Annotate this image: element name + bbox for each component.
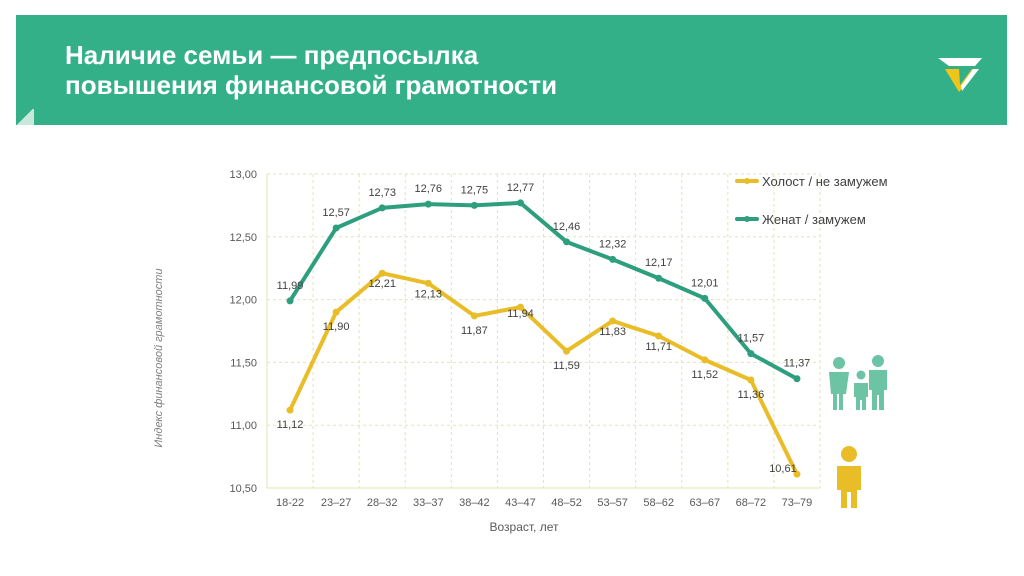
checkmark-logo-icon — [938, 58, 982, 92]
slide-title: Наличие семьи — предпосылка повышения фи… — [65, 40, 557, 100]
data-label-married: 11,57 — [738, 333, 765, 345]
data-point — [286, 297, 294, 305]
data-label-single: 11,71 — [645, 341, 672, 353]
data-point — [470, 312, 478, 320]
data-label-single: 11,12 — [277, 419, 304, 431]
x-tick-label: 58–62 — [643, 497, 674, 509]
data-point — [332, 308, 340, 316]
data-point — [378, 204, 386, 212]
data-label-single: 11,90 — [323, 321, 350, 333]
y-tick-label: 10,50 — [229, 483, 257, 495]
data-point — [424, 279, 432, 287]
data-point — [793, 470, 801, 478]
x-tick-label: 63–67 — [689, 497, 720, 509]
data-point — [516, 199, 524, 207]
data-point — [332, 224, 340, 232]
data-point — [701, 294, 709, 302]
data-point — [701, 356, 709, 364]
y-tick-label: 12,50 — [229, 232, 257, 244]
x-tick-label: 28–32 — [367, 497, 398, 509]
x-tick-label: 33–37 — [413, 497, 444, 509]
y-tick-label: 11,00 — [230, 420, 257, 432]
data-point — [655, 332, 663, 340]
data-point — [470, 201, 478, 209]
banner-fold — [16, 109, 34, 125]
data-label-married: 12,17 — [645, 257, 673, 269]
x-tick-label: 43–47 — [505, 497, 536, 509]
data-point — [424, 200, 432, 208]
data-label-married: 11,99 — [277, 280, 304, 292]
data-point — [563, 347, 571, 355]
single-person-icon — [837, 446, 861, 508]
legend-marker — [744, 216, 750, 222]
data-label-married: 12,73 — [368, 187, 396, 199]
data-point — [378, 269, 386, 277]
data-label-single: 11,52 — [691, 369, 718, 381]
legend-marker — [744, 178, 750, 184]
data-point — [609, 255, 617, 263]
y-tick-label: 13,00 — [229, 169, 257, 181]
slide-title-line-2: повышения финансовой грамотности — [65, 70, 558, 100]
data-label-single: 11,94 — [507, 308, 534, 320]
y-axis-label: Индекс финансовой грамотности — [153, 268, 165, 447]
x-axis-ticks: 18-22 23–27 28–32 33–37 38–42 43–47 48–52 53–57… — [276, 497, 812, 509]
x-tick-label: 73–79 — [782, 497, 813, 509]
data-label-married: 12,77 — [507, 182, 535, 194]
x-tick-label: 48–52 — [551, 497, 582, 509]
data-label-single: 11,87 — [461, 325, 488, 337]
slide-title-line-1: Наличие семьи — предпосылка — [65, 40, 479, 70]
data-label-single: 12,21 — [368, 278, 396, 290]
y-axis-ticks: 10,50 11,00 11,50 12,00 12,50 13,00 — [229, 169, 257, 495]
data-label-single: 11,36 — [738, 389, 765, 401]
data-point — [655, 274, 663, 282]
data-labels: 11,99 12,57 12,73 12,76 12,75 12,77 12,46 12,32… — [277, 182, 811, 475]
series-line — [288, 271, 799, 477]
data-label-married: 11,37 — [784, 358, 811, 370]
data-label-married: 12,01 — [691, 277, 719, 289]
data-label-single: 10,61 — [769, 463, 797, 475]
data-label-married: 12,76 — [415, 183, 443, 195]
series-line — [288, 200, 799, 381]
data-point — [747, 376, 755, 384]
y-tick-label: 12,00 — [229, 295, 257, 307]
data-point — [286, 406, 294, 414]
x-tick-label: 53–57 — [597, 497, 628, 509]
data-label-single: 12,13 — [415, 288, 443, 300]
data-label-married: 12,57 — [322, 207, 350, 219]
x-tick-label: 18-22 — [276, 497, 304, 509]
legend-label: Женат / замужем — [762, 212, 866, 227]
x-tick-label: 38–42 — [459, 497, 490, 509]
x-tick-label: 23–27 — [321, 497, 352, 509]
data-label-single: 11,83 — [599, 326, 626, 338]
data-point — [793, 375, 801, 383]
chart-legend: Холост / не замужем Женат / замужем — [735, 174, 888, 227]
title-banner — [16, 15, 1007, 125]
data-point — [563, 238, 571, 246]
family-icon — [829, 355, 887, 410]
x-tick-label: 68–72 — [736, 497, 767, 509]
x-axis-label: Возраст, лет — [490, 520, 560, 534]
data-point — [516, 303, 524, 311]
chart-series — [286, 199, 801, 478]
legend-label: Холост / не замужем — [762, 174, 888, 189]
data-label-married: 12,32 — [599, 238, 627, 250]
data-label-married: 12,75 — [461, 184, 489, 196]
data-point — [747, 350, 755, 358]
y-tick-label: 11,50 — [230, 357, 257, 369]
data-label-single: 11,59 — [553, 360, 580, 372]
data-point — [609, 317, 617, 325]
data-label-married: 12,46 — [553, 221, 581, 233]
